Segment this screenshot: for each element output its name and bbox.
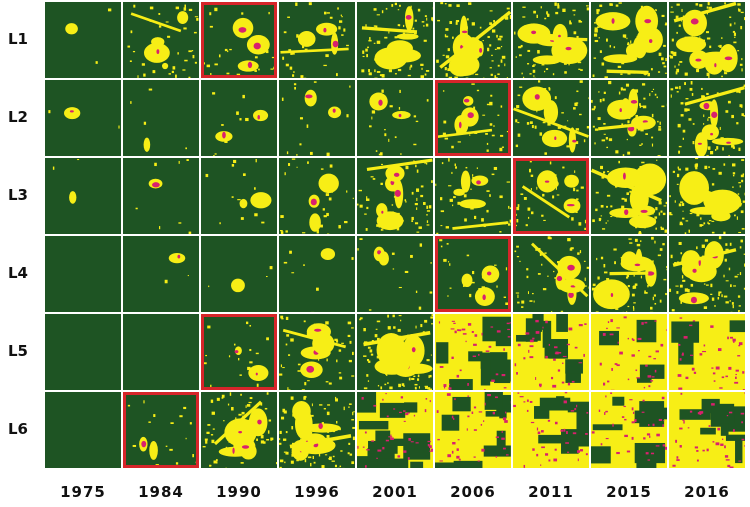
map-tile-l3-1990: [201, 158, 277, 234]
map-tile-l1-2006: [435, 2, 511, 78]
map-tile-l5-2001: [357, 314, 433, 390]
map-tile-l6-1990: [201, 392, 277, 468]
map-tile-l1-2011: [513, 2, 589, 78]
map-tile-l2-2015: [591, 80, 667, 156]
highlight-frame: [513, 158, 589, 234]
highlight-frame: [123, 392, 199, 468]
map-tile-l1-1975: [45, 2, 121, 78]
year-label-1975: 1975: [60, 483, 106, 501]
map-tile-l2-1990: [201, 80, 277, 156]
map-tile-l4-2001: [357, 236, 433, 312]
map-tile-l3-2015: [591, 158, 667, 234]
row-label-l4: L4: [8, 264, 28, 282]
map-tile-l6-1984: [123, 392, 199, 468]
row-label-l6: L6: [8, 420, 28, 438]
row-label-l3: L3: [8, 186, 28, 204]
map-tile-l5-1975: [45, 314, 121, 390]
map-tile-l3-1984: [123, 158, 199, 234]
map-tile-l3-2016: [669, 158, 745, 234]
map-tile-l5-1984: [123, 314, 199, 390]
map-tile-l4-1990: [201, 236, 277, 312]
map-tile-l2-2001: [357, 80, 433, 156]
map-tile-l4-2016: [669, 236, 745, 312]
year-label-1990: 1990: [216, 483, 262, 501]
map-tile-l4-1984: [123, 236, 199, 312]
map-tile-l6-2006: [435, 392, 511, 468]
map-tile-l6-1996: [279, 392, 355, 468]
year-label-2006: 2006: [450, 483, 496, 501]
map-tile-l5-2015: [591, 314, 667, 390]
map-tile-l5-1996: [279, 314, 355, 390]
map-tile-l6-2015: [591, 392, 667, 468]
map-tile-l4-2006: [435, 236, 511, 312]
map-tile-l5-2006: [435, 314, 511, 390]
map-tile-l1-2015: [591, 2, 667, 78]
map-tile-l3-2001: [357, 158, 433, 234]
map-tile-l3-1996: [279, 158, 355, 234]
map-tile-l1-1996: [279, 2, 355, 78]
map-tile-l3-2006: [435, 158, 511, 234]
highlight-frame: [435, 236, 511, 312]
year-label-2001: 2001: [372, 483, 418, 501]
map-tile-l5-2016: [669, 314, 745, 390]
map-tile-l4-1975: [45, 236, 121, 312]
map-tile-l3-1975: [45, 158, 121, 234]
map-tile-l6-2016: [669, 392, 745, 468]
map-tile-l1-2001: [357, 2, 433, 78]
map-tile-l3-2011: [513, 158, 589, 234]
row-label-l5: L5: [8, 342, 28, 360]
map-tile-l5-2011: [513, 314, 589, 390]
year-label-2016: 2016: [684, 483, 730, 501]
map-tile-l6-2001: [357, 392, 433, 468]
map-tile-l2-2011: [513, 80, 589, 156]
map-tile-l2-1996: [279, 80, 355, 156]
map-tile-l2-2016: [669, 80, 745, 156]
row-label-l1: L1: [8, 30, 28, 48]
row-label-l2: L2: [8, 108, 28, 126]
map-tile-l6-1975: [45, 392, 121, 468]
highlight-frame: [201, 314, 277, 390]
map-tile-l6-2011: [513, 392, 589, 468]
highlight-frame: [201, 2, 277, 78]
year-label-1996: 1996: [294, 483, 340, 501]
highlight-frame: [435, 80, 511, 156]
map-tile-l2-2006: [435, 80, 511, 156]
map-tile-l1-2016: [669, 2, 745, 78]
map-tile-l4-2015: [591, 236, 667, 312]
map-tile-l2-1984: [123, 80, 199, 156]
map-tile-l1-1990: [201, 2, 277, 78]
map-tile-l4-2011: [513, 236, 589, 312]
year-label-2011: 2011: [528, 483, 574, 501]
year-label-2015: 2015: [606, 483, 652, 501]
map-tile-l4-1996: [279, 236, 355, 312]
map-tile-l2-1975: [45, 80, 121, 156]
year-label-1984: 1984: [138, 483, 184, 501]
map-tile-l5-1990: [201, 314, 277, 390]
map-tile-l1-1984: [123, 2, 199, 78]
